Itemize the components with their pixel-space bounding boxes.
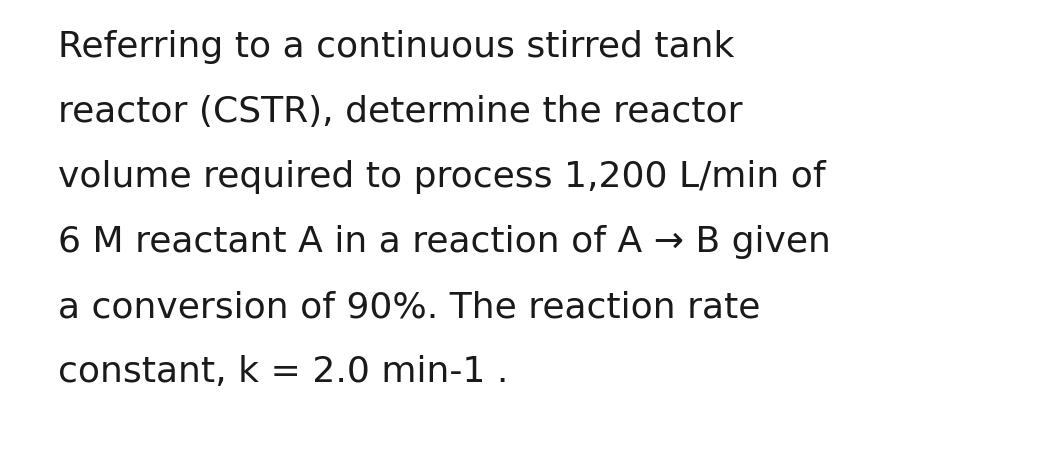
Text: reactor (CSTR), determine the reactor: reactor (CSTR), determine the reactor xyxy=(58,95,742,129)
Text: a conversion of 90%. The reaction rate: a conversion of 90%. The reaction rate xyxy=(58,290,760,324)
Text: constant, k = 2.0 min-1 .: constant, k = 2.0 min-1 . xyxy=(58,355,509,389)
Text: 6 M reactant A in a reaction of A → B given: 6 M reactant A in a reaction of A → B gi… xyxy=(58,225,831,259)
Text: volume required to process 1,200 L/min of: volume required to process 1,200 L/min o… xyxy=(58,160,826,194)
Text: Referring to a continuous stirred tank: Referring to a continuous stirred tank xyxy=(58,30,735,64)
